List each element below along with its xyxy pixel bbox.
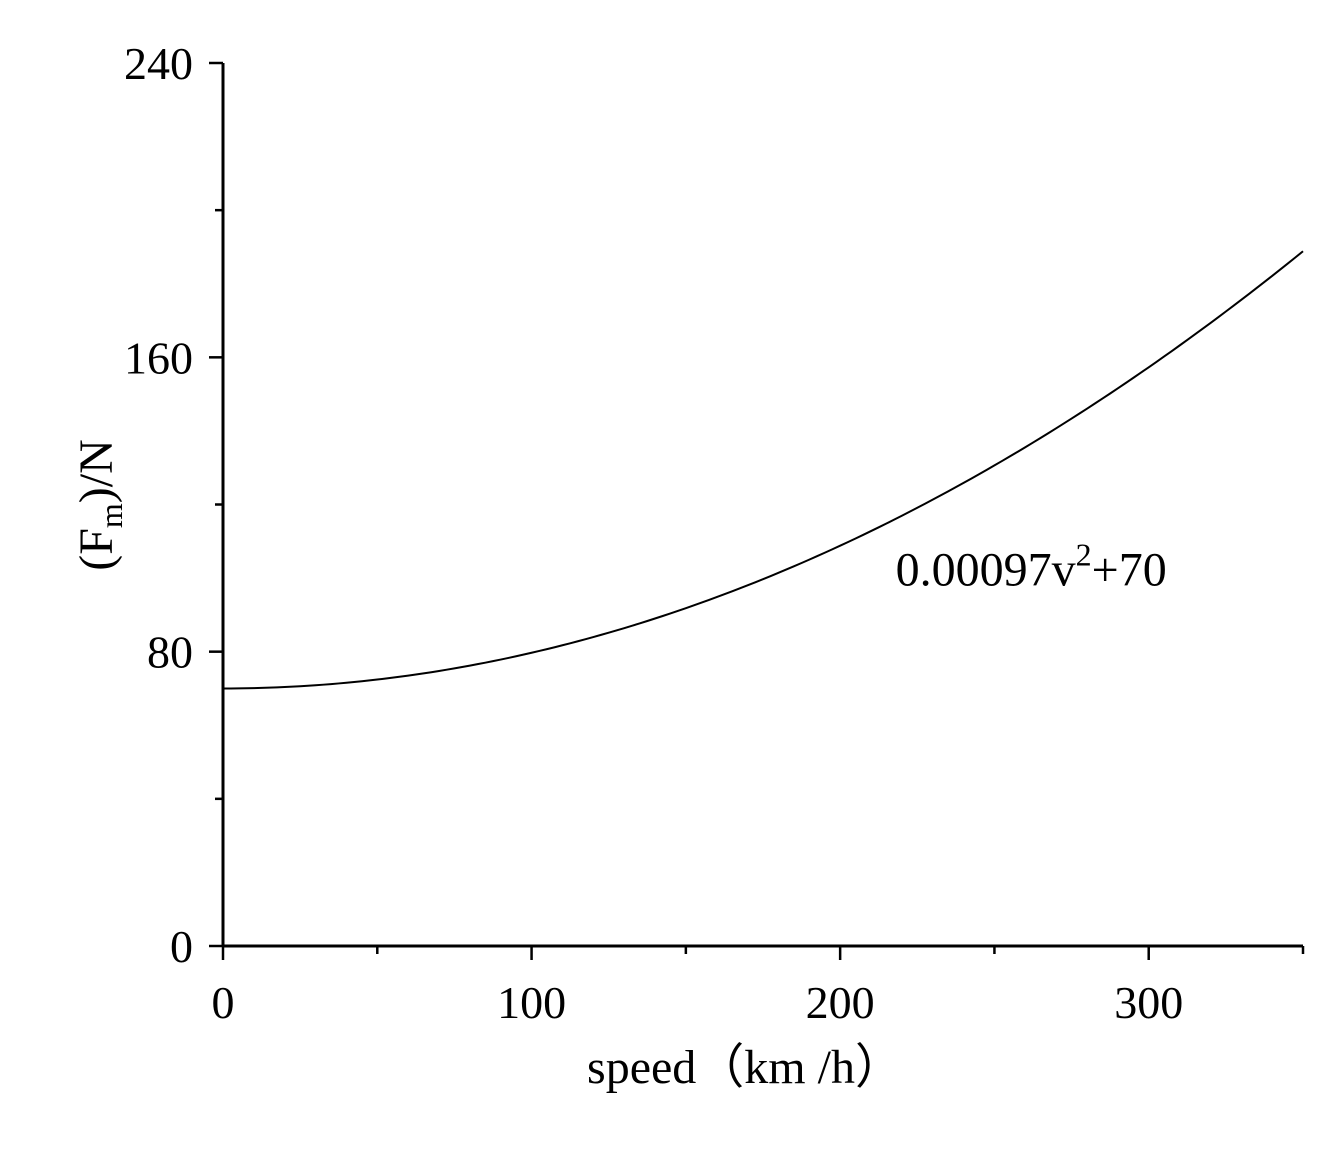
y-tick-label: 0	[170, 921, 193, 972]
y-tick-label: 80	[147, 627, 193, 678]
y-tick-label: 240	[124, 38, 193, 89]
equation-main-text: 0.00097v	[896, 543, 1076, 596]
y-axis-title: (Fm)/N	[70, 439, 129, 571]
x-tick-label: 300	[1114, 977, 1183, 1028]
y-tick-label: 160	[124, 332, 193, 383]
y-axis-title-subscript: m	[93, 503, 129, 528]
equation-suffix: +70	[1092, 543, 1167, 596]
equation-superscript: 2	[1076, 536, 1092, 572]
y-axis-ticks: 0 80 160 240	[124, 38, 223, 972]
y-axis-title-close: )/N	[70, 439, 123, 503]
x-tick-label: 200	[806, 977, 875, 1028]
x-axis-ticks: 0 100 200 300	[212, 946, 1305, 1028]
x-tick-label: 100	[497, 977, 566, 1028]
x-axis-title: speed（km /h）	[587, 1041, 903, 1094]
y-axis-title-open: (F	[70, 528, 123, 571]
equation-annotation: 0.00097v2+70	[896, 536, 1167, 596]
x-tick-label: 0	[212, 977, 235, 1028]
data-series-curve	[222, 250, 1304, 690]
